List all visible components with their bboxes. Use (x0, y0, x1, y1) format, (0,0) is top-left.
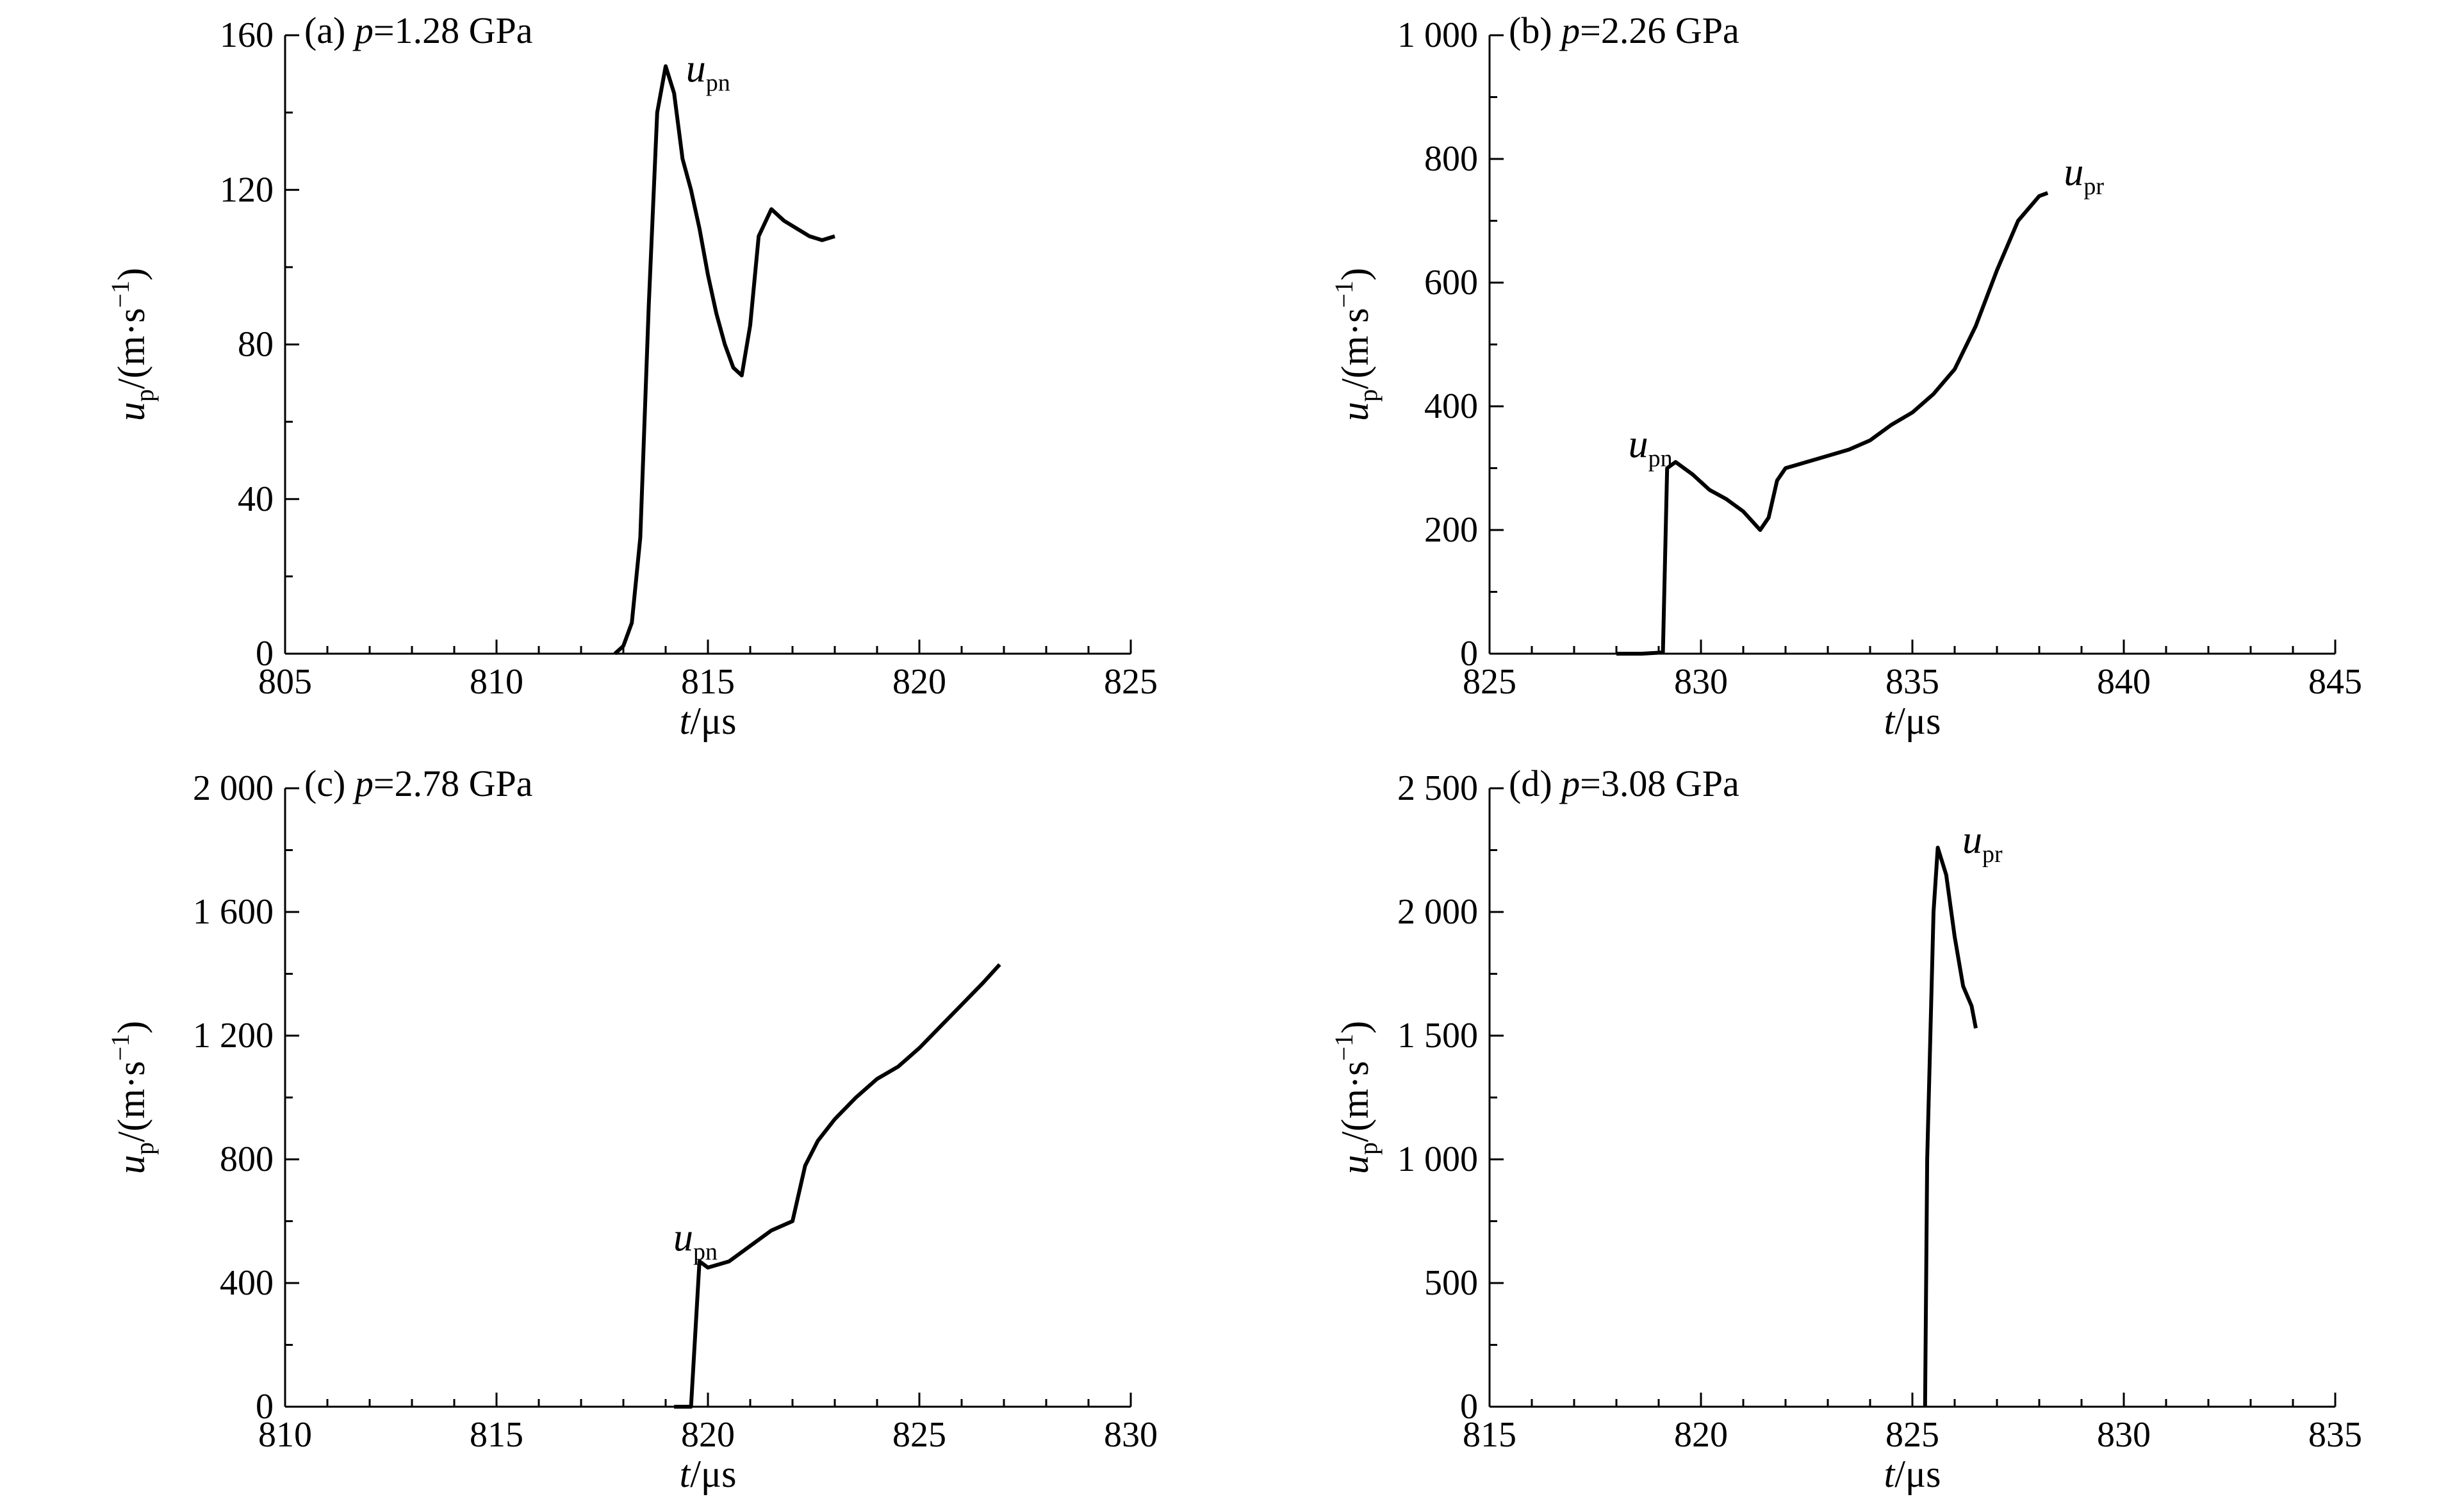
panel-title: (c) p=2.78 GPa (304, 763, 532, 804)
x-tick-label: 825 (892, 1415, 946, 1455)
data-annotation: upr (2064, 151, 2104, 200)
y-tick-label: 2 000 (193, 768, 274, 808)
x-axis-title: t/μs (680, 1453, 737, 1495)
y-tick-label: 0 (1460, 1387, 1478, 1427)
y-tick-label: 0 (256, 1387, 274, 1427)
series-line (613, 64, 835, 656)
y-tick-label: 2 500 (1397, 768, 1478, 808)
y-tick-label: 400 (220, 1263, 274, 1303)
x-tick-label: 820 (892, 662, 946, 702)
series-line (1616, 191, 2049, 656)
x-tick-label: 830 (1104, 1415, 1158, 1455)
y-tick-label: 0 (256, 634, 274, 674)
data-annotation: upn (1629, 423, 1673, 472)
x-tick-label: 820 (1674, 1415, 1728, 1455)
x-axis-title: t/μs (1884, 1453, 1941, 1495)
x-tick-label: 830 (1674, 662, 1728, 702)
y-tick-label: 1 000 (1397, 1139, 1478, 1179)
y-tick-label: 1 000 (1397, 15, 1478, 55)
y-tick-label: 80 (238, 325, 274, 365)
x-axis-title: t/μs (680, 700, 737, 742)
y-tick-label: 120 (220, 170, 274, 210)
x-tick-label: 835 (2308, 1415, 2362, 1455)
series-line (674, 963, 1001, 1409)
y-tick-label: 160 (220, 15, 274, 55)
x-tick-label: 825 (1885, 1415, 1939, 1455)
x-tick-label: 820 (681, 1415, 735, 1455)
chart-panel-b: 0 200 400 600 800 1 000 825 830 835 840 845 t/μs up/… (1329, 10, 2362, 742)
data-annotation: upn (686, 47, 730, 96)
x-tick-label: 815 (1463, 1415, 1516, 1455)
x-tick-label: 810 (258, 1415, 312, 1455)
y-tick-label: 2 000 (1397, 892, 1478, 932)
x-tick-label: 815 (470, 1415, 523, 1455)
y-tick-label: 1 200 (193, 1016, 274, 1056)
x-tick-label: 845 (2308, 662, 2362, 702)
x-tick-label: 840 (2097, 662, 2151, 702)
x-tick-label: 815 (681, 662, 735, 702)
x-tick-label: 810 (470, 662, 523, 702)
y-tick-label: 1 500 (1397, 1016, 1478, 1056)
data-annotation: upr (1962, 818, 2003, 868)
chart-panel-d: 0 500 1 000 1 500 2 000 2 500 815 820 825 830 835 t… (1329, 763, 2362, 1495)
series-line (1923, 845, 1978, 1407)
x-axis-title: t/μs (1884, 700, 1941, 742)
y-tick-label: 1 600 (193, 892, 274, 932)
data-annotation: upn (673, 1216, 718, 1265)
y-tick-label: 600 (1424, 263, 1478, 302)
y-tick-label: 0 (1460, 634, 1478, 674)
y-tick-label: 500 (1424, 1263, 1478, 1303)
y-tick-label: 40 (238, 479, 274, 519)
panel-title: (d) p=3.08 GPa (1509, 763, 1739, 804)
x-tick-label: 805 (258, 662, 312, 702)
chart-panel-c: 0 400 800 1 200 1 600 2 000 810 815 820 825 830 t/μ… (106, 763, 1158, 1495)
y-tick-label: 200 (1424, 510, 1478, 550)
y-axis-title: up/(m·s−1) (106, 1021, 159, 1174)
y-axis-title: up/(m·s−1) (106, 268, 159, 421)
x-tick-label: 825 (1104, 662, 1158, 702)
y-axis-title: up/(m·s−1) (1329, 1021, 1383, 1174)
chart-panel-a: 0 40 80 120 160 805 810 815 820 825 t/μs up/(m·s−1)… (106, 10, 1158, 742)
panel-title: (b) p=2.26 GPa (1509, 10, 1739, 51)
y-tick-label: 800 (1424, 139, 1478, 179)
y-axis-title: up/(m·s−1) (1329, 268, 1383, 421)
x-tick-label: 835 (1885, 662, 1939, 702)
panel-title: (a) p=1.28 GPa (304, 10, 532, 51)
y-tick-label: 800 (220, 1139, 274, 1179)
x-tick-label: 830 (2097, 1415, 2151, 1455)
x-tick-label: 825 (1463, 662, 1516, 702)
y-tick-label: 400 (1424, 386, 1478, 426)
